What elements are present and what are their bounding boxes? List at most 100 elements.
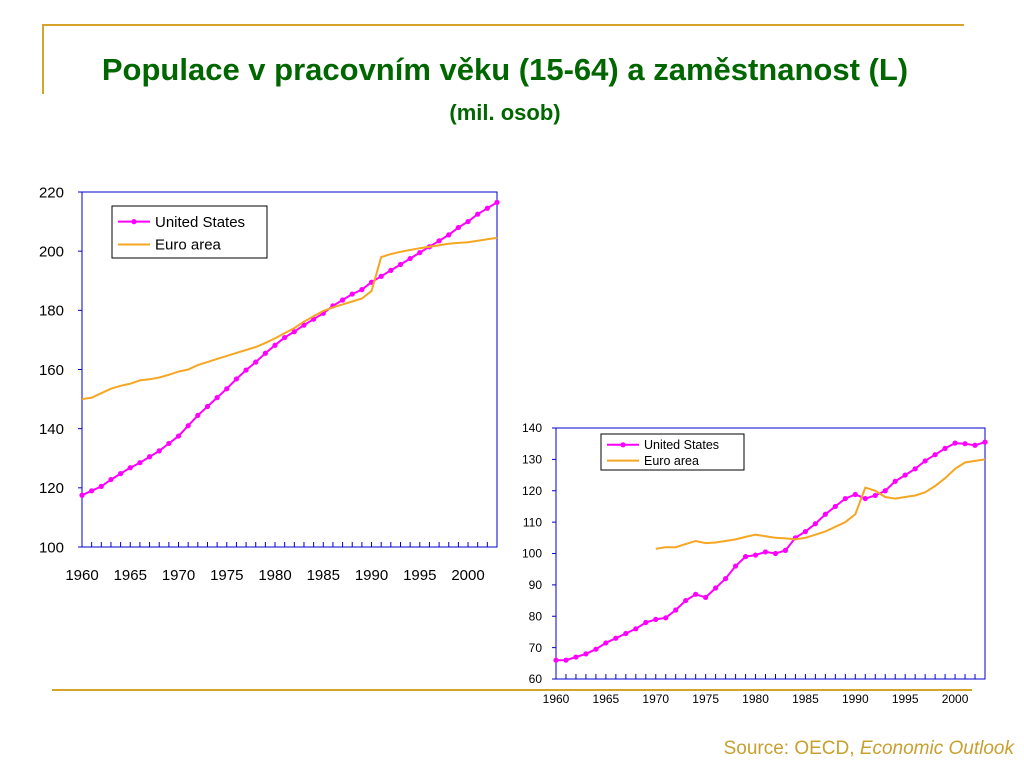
data-point [842,495,848,502]
data-point [782,547,789,553]
data-point [723,576,729,582]
data-point [732,563,739,569]
data-point [862,495,868,502]
data-point [137,460,143,466]
data-point [952,440,958,446]
y-tick-label: 120 [522,484,542,498]
data-point [972,442,978,448]
data-point [436,238,442,244]
data-point [465,218,471,225]
x-tick-label: 1980 [258,567,291,584]
x-tick-label: 1985 [792,692,819,706]
y-tick-label: 160 [39,362,64,379]
source-note: Source: OECD, Economic Outlook [724,738,1014,760]
legend-label: Euro area [155,237,222,254]
y-tick-label: 100 [522,547,542,561]
legend-label: United States [644,438,719,452]
data-point [673,607,679,613]
y-tick-label: 140 [522,421,542,435]
data-point [388,267,394,273]
x-tick-label: 1985 [307,567,340,584]
legend-box [111,205,268,259]
y-tick-label: 220 [39,184,64,201]
data-point [291,329,297,335]
data-point [156,448,162,454]
x-tick-label: 1970 [642,692,669,706]
data-point [475,211,481,217]
data-point [553,657,559,663]
data-point [643,619,649,626]
data-point [98,483,104,489]
data-point [89,488,95,494]
data-point [912,466,918,472]
data-point [962,441,968,447]
series-line-euro-area [81,236,498,401]
x-tick-label: 2000 [942,692,969,706]
x-tick-label: 1965 [114,567,147,584]
data-point [253,359,259,365]
data-point [563,657,569,663]
bottom-rule [52,689,972,691]
data-point [446,232,452,238]
series-line-united-states [556,441,986,662]
data-point [146,454,153,460]
data-point [593,646,599,652]
y-tick-label: 120 [39,480,64,497]
y-tick-label: 60 [529,672,543,686]
x-tick-label: 1970 [162,567,195,584]
data-point [484,205,490,211]
data-point [262,350,268,356]
data-point [455,224,461,231]
data-point [663,615,669,621]
data-point [742,554,749,560]
source-prefix: Source: OECD, [723,738,860,759]
x-tick-label: 1995 [892,692,919,706]
data-point [762,549,769,555]
x-tick-label: 1975 [210,567,243,584]
data-point [852,491,858,498]
data-point [922,458,928,464]
data-point [942,445,948,451]
data-point [204,403,211,410]
y-tick-label: 180 [39,303,64,320]
data-point [822,511,828,517]
legend-label: Euro area [644,454,699,468]
data-point [214,395,220,401]
data-point [494,199,500,205]
data-point [832,503,838,510]
y-tick-label: 100 [39,539,64,556]
data-point [185,423,191,429]
data-point [583,651,589,657]
data-point [195,412,201,418]
page-subtitle: (mil. osob) [449,100,561,125]
data-point [633,626,639,632]
data-point [349,291,355,297]
data-point [301,322,307,328]
data-point [802,528,809,535]
data-point [166,440,172,447]
legend-label: United States [155,214,245,231]
data-point [653,616,659,622]
data-point [417,250,423,256]
data-point [982,439,988,445]
y-tick-label: 70 [529,641,543,655]
data-point [272,342,278,348]
x-tick-label: 1975 [692,692,719,706]
x-tick-label: 1960 [543,692,570,706]
data-point [233,376,240,382]
y-tick-label: 200 [39,243,64,260]
x-tick-label: 1960 [65,567,98,584]
data-point [872,492,878,499]
data-point [108,476,114,483]
x-tick-label: 1990 [842,692,869,706]
data-point [713,585,719,591]
data-point [902,472,908,478]
data-point [224,386,230,392]
y-tick-label: 110 [523,515,542,529]
data-point [118,471,124,477]
data-point [882,488,888,494]
data-point [772,550,779,557]
data-point [407,255,413,262]
data-point [603,640,609,646]
